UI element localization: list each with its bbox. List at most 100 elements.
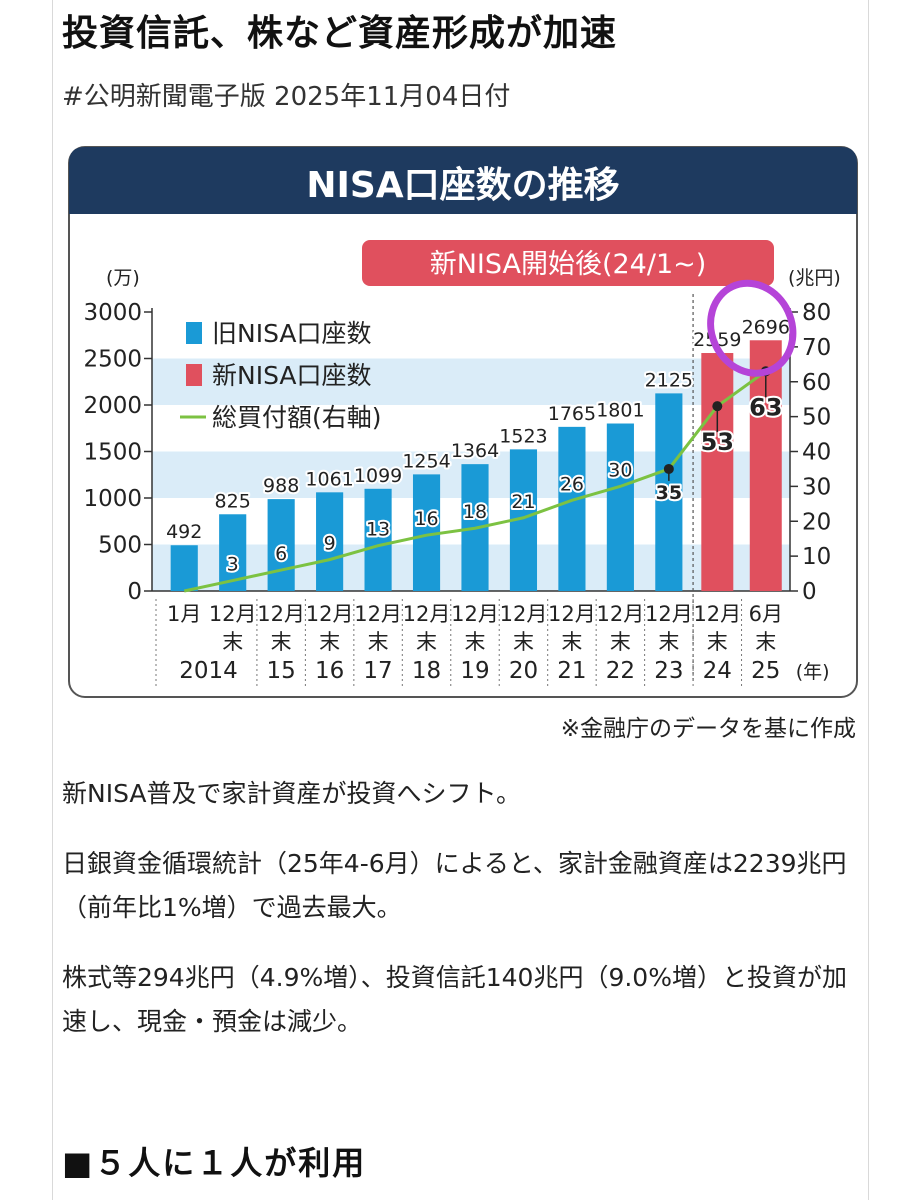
chart-title: NISA口座数の推移 [306, 165, 619, 206]
bar [606, 423, 634, 591]
paragraph-1: 新NISA普及で家計資産が投資へシフト。 [62, 779, 522, 808]
bar [170, 545, 198, 591]
line-value-label: 63 [749, 393, 782, 421]
x-label-year: 17 [363, 658, 392, 684]
legend-swatch-new [186, 364, 202, 386]
x-label-month: 12月 [354, 602, 402, 626]
x-label-month: 12月 [257, 602, 305, 626]
left-tick-label: 3000 [83, 300, 142, 326]
annotation-text: 新NISA開始後(24/1~) [430, 249, 707, 280]
x-label-year: 19 [460, 658, 489, 684]
x-label-month: 12月 [645, 602, 693, 626]
highlight-circle [707, 279, 797, 377]
bar [701, 353, 734, 591]
bar-value-label: 2696 [742, 316, 790, 338]
x-label-month: 12月 [403, 602, 451, 626]
line-value-label: 35 [656, 482, 682, 504]
bar [316, 492, 344, 591]
legend-label-line: 総買付額(右軸) [212, 403, 382, 432]
x-label-month: 12月 [500, 602, 548, 626]
x-label-year: 25 [751, 658, 780, 684]
left-tick-label: 500 [98, 533, 142, 559]
legend-label-old: 旧NISA口座数 [212, 319, 372, 348]
legend-swatch-old [186, 322, 202, 344]
line-value-label: 3 [227, 554, 239, 576]
x-label-end: 末 [707, 630, 728, 654]
line-value-label: 21 [511, 491, 535, 513]
x-label-end: 末 [222, 630, 243, 654]
right-tick-label: 30 [802, 474, 831, 500]
chart-header-band [69, 147, 857, 214]
line-value-label: 18 [463, 501, 487, 523]
nisa-chart: NISA口座数の推移 新NISA開始後(24/1~) (万) (兆円) 0 500… [66, 144, 862, 744]
paragraph-2: 日銀資金循環統計（25年4-6月）によると、家計金融資産は2239兆円（前年比1… [62, 849, 847, 922]
legend-label-new: 新NISA口座数 [212, 361, 372, 390]
left-tick-label: 2000 [83, 393, 142, 419]
chart-footnote: ※金融庁のデータを基に作成 [561, 716, 856, 742]
bar-value-label: 1801 [596, 400, 644, 422]
year-unit-label: (年) [796, 661, 830, 683]
left-tick-label: 1000 [83, 486, 142, 512]
x-label-month: 12月 [306, 602, 354, 626]
x-label-month: 6月 [749, 602, 783, 626]
bar-value-label: 988 [263, 475, 299, 497]
bar-value-label: 1523 [499, 425, 547, 447]
x-label-year: 18 [412, 658, 441, 684]
right-tick-label: 20 [802, 509, 831, 535]
line-value-label: 30 [608, 459, 632, 481]
x-label-end: 末 [561, 630, 582, 654]
x-label-year: 15 [267, 658, 296, 684]
annotation-pill [362, 240, 774, 286]
right-tick-label: 70 [802, 335, 831, 361]
bar [558, 426, 586, 591]
x-label-year: 22 [606, 658, 635, 684]
x-label-end: 末 [658, 630, 679, 654]
bar-value-label: 1254 [402, 450, 450, 472]
line-value-label: 9 [324, 533, 336, 555]
line-value-label: 13 [366, 519, 390, 541]
x-label-year: 20 [509, 658, 538, 684]
x-label-month: 12月 [209, 602, 257, 626]
left-tick-label: 0 [127, 579, 142, 605]
bar [267, 499, 295, 591]
x-label-month: 12月 [693, 602, 741, 626]
chart-svg: NISA口座数の推移 新NISA開始後(24/1~) (万) (兆円) 0500… [68, 146, 858, 742]
line-value-label: 6 [275, 543, 287, 565]
x-label-end: 末 [513, 630, 534, 654]
paragraph-3: 株式等294兆円（4.9%増）、投資信託140兆円（9.0%増）と投資が加速し、… [62, 963, 847, 1036]
right-tick-label: 80 [802, 300, 831, 326]
bar-value-label: 492 [166, 521, 202, 543]
x-label-end: 末 [755, 630, 776, 654]
bar-value-label: 2125 [645, 369, 693, 391]
right-tick-label: 0 [802, 579, 817, 605]
article-headline: 投資信託、株など資産形成が加速 [62, 13, 618, 54]
x-label-end: 末 [368, 630, 389, 654]
bar [655, 393, 683, 591]
bar-value-label: 1061 [305, 468, 353, 490]
x-label-month: 12月 [597, 602, 645, 626]
bar-value-label: 1099 [354, 465, 402, 487]
line-value-label: 53 [701, 428, 734, 456]
bar-value-label: 1765 [548, 403, 596, 425]
grid-band [152, 358, 790, 405]
x-label-year: 24 [703, 658, 732, 684]
x-label-end: 末 [416, 630, 437, 654]
x-label-end: 末 [319, 630, 340, 654]
left-axis-unit: (万) [106, 267, 140, 289]
x-label-month: 12月 [548, 602, 596, 626]
x-label-year: 2014 [179, 658, 238, 684]
bar-value-label: 2559 [693, 329, 741, 351]
left-tick-label: 2500 [83, 347, 142, 373]
x-label-end: 末 [271, 630, 292, 654]
article-source: #公明新聞電子版 2025年11月04日付 [62, 82, 511, 112]
right-tick-label: 60 [802, 370, 831, 396]
bar [364, 488, 392, 591]
line-value-label: 26 [560, 473, 584, 495]
left-tick-label: 1500 [83, 440, 142, 466]
x-label-year: 16 [315, 658, 344, 684]
x-label-end: 末 [465, 630, 486, 654]
bar-value-label: 825 [215, 490, 251, 512]
right-tick-label: 50 [802, 405, 831, 431]
right-tick-label: 10 [802, 544, 831, 570]
section-heading: ■５人に１人が利用 [62, 1144, 367, 1182]
